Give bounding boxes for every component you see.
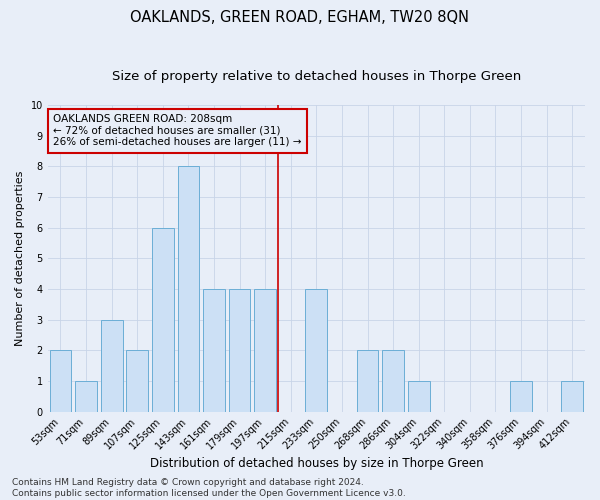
Bar bbox=[408, 381, 430, 412]
Bar bbox=[254, 289, 276, 412]
Bar bbox=[382, 350, 404, 412]
Bar bbox=[562, 381, 583, 412]
Bar bbox=[305, 289, 327, 412]
Bar bbox=[356, 350, 379, 412]
Bar bbox=[203, 289, 225, 412]
Text: OAKLANDS, GREEN ROAD, EGHAM, TW20 8QN: OAKLANDS, GREEN ROAD, EGHAM, TW20 8QN bbox=[131, 10, 470, 25]
Bar bbox=[178, 166, 199, 412]
Bar bbox=[127, 350, 148, 412]
X-axis label: Distribution of detached houses by size in Thorpe Green: Distribution of detached houses by size … bbox=[149, 457, 483, 470]
Bar bbox=[229, 289, 250, 412]
Text: Contains HM Land Registry data © Crown copyright and database right 2024.
Contai: Contains HM Land Registry data © Crown c… bbox=[12, 478, 406, 498]
Bar bbox=[101, 320, 122, 412]
Bar bbox=[75, 381, 97, 412]
Y-axis label: Number of detached properties: Number of detached properties bbox=[15, 170, 25, 346]
Bar bbox=[50, 350, 71, 412]
Bar bbox=[510, 381, 532, 412]
Text: OAKLANDS GREEN ROAD: 208sqm
← 72% of detached houses are smaller (31)
26% of sem: OAKLANDS GREEN ROAD: 208sqm ← 72% of det… bbox=[53, 114, 302, 148]
Bar bbox=[152, 228, 173, 412]
Title: Size of property relative to detached houses in Thorpe Green: Size of property relative to detached ho… bbox=[112, 70, 521, 83]
